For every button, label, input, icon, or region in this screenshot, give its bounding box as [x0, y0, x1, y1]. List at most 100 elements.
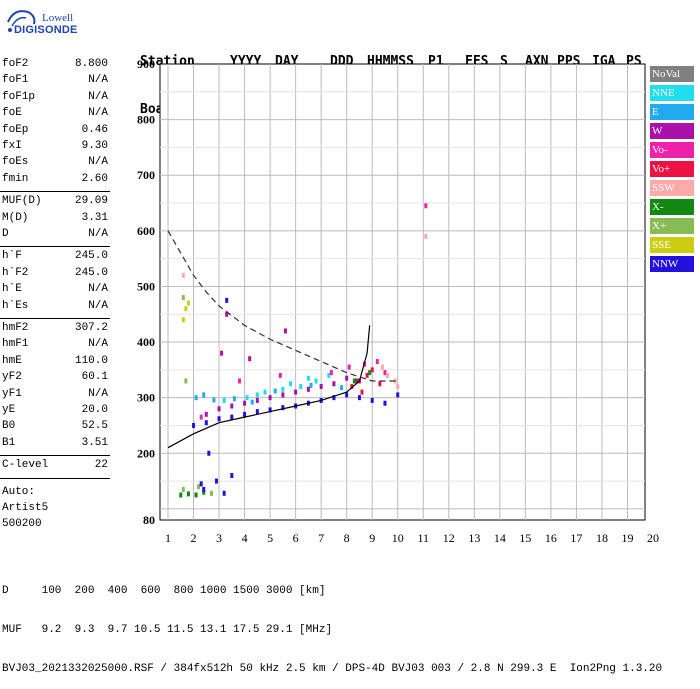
digisonde-logo: Lowell DIGISONDE [2, 2, 82, 40]
data-point [255, 409, 259, 415]
data-point [357, 395, 361, 401]
param-value: 307.2 [74, 322, 108, 334]
param-label: hmF1 [2, 338, 29, 351]
param-value: 8.800 [74, 58, 108, 70]
param-label: MUF(D) [2, 195, 42, 208]
data-point [294, 389, 298, 395]
param-value: N/A [88, 299, 108, 312]
data-point [202, 392, 206, 398]
param-value: 2.60 [81, 172, 108, 185]
param-value: N/A [88, 90, 108, 103]
data-point [365, 372, 369, 378]
data-point [243, 411, 247, 417]
legend-item: X- [650, 199, 694, 215]
x-tick-label: 11 [417, 531, 429, 545]
data-point [207, 450, 211, 456]
data-point [345, 375, 349, 381]
data-point [368, 370, 372, 376]
data-point [345, 392, 349, 398]
data-point [202, 486, 206, 492]
param-separator [0, 246, 110, 248]
data-point [179, 492, 183, 498]
param-row: foEs N/A [2, 156, 108, 172]
data-point [255, 392, 259, 398]
param-value: N/A [88, 107, 108, 120]
data-point [314, 378, 318, 384]
data-point [184, 306, 188, 312]
param-label: foF1 [2, 74, 29, 87]
data-point [327, 372, 331, 378]
x-tick-label: 2 [191, 531, 197, 545]
param-value: 3.31 [81, 211, 108, 224]
data-point [281, 405, 285, 411]
data-point [194, 492, 198, 498]
data-point [383, 400, 387, 406]
data-point [278, 372, 282, 378]
param-label: hmF2 [2, 322, 29, 334]
param-label: foE [2, 107, 22, 120]
data-point [202, 489, 206, 495]
data-point [332, 395, 336, 401]
data-point [309, 382, 313, 388]
data-point [360, 389, 364, 395]
param-row: M(D) 3.31 [2, 212, 108, 228]
param-row: MUF(D) 29.09 [2, 195, 108, 211]
data-point [225, 297, 229, 303]
muf-curve [167, 230, 398, 382]
data-point [329, 370, 333, 376]
param-value: 60.1 [81, 371, 108, 384]
param-row: hmF1 N/A [2, 338, 108, 354]
param-row: foF1 N/A [2, 74, 108, 90]
footer-file-info: BVJ03_2021332025000.RSF / 384fx512h 50 k… [2, 663, 663, 675]
param-label: yF2 [2, 371, 22, 384]
data-point [230, 414, 234, 420]
param-separator [0, 477, 110, 479]
param-value: 22 [94, 459, 108, 472]
data-point [268, 407, 272, 413]
autoscaling-info: Auto: Artist5 500200 [2, 484, 48, 532]
data-point [217, 406, 221, 412]
y-tick-label: 200 [137, 446, 155, 460]
param-label: foEp [2, 123, 29, 136]
logo-product: DIGISONDE [14, 24, 78, 36]
param-label: C-level [2, 459, 49, 472]
x-tick-label: 9 [369, 531, 375, 545]
data-point [396, 392, 400, 398]
x-tick-label: 4 [242, 531, 248, 545]
x-tick-label: 1 [165, 531, 171, 545]
x-tick-label: 13 [468, 531, 480, 545]
data-point [230, 473, 234, 479]
data-point [232, 396, 236, 402]
data-point [380, 364, 384, 370]
auto-artist: Artist5 [2, 502, 49, 514]
param-row: C-level 22 [2, 459, 108, 475]
param-value: 52.5 [81, 420, 108, 433]
x-tick-label: 10 [392, 531, 404, 545]
param-label: yE [2, 404, 16, 416]
y-tick-label: 700 [137, 168, 155, 182]
data-point [204, 411, 208, 417]
param-separator [0, 318, 110, 319]
param-value: N/A [88, 156, 108, 169]
header-label-7: S [500, 54, 508, 69]
param-separator [0, 455, 110, 457]
data-point [306, 375, 310, 381]
data-point [209, 490, 213, 496]
data-point [220, 350, 224, 356]
param-separator [0, 191, 110, 193]
data-point [396, 384, 400, 390]
legend-item: W [650, 123, 694, 139]
param-row: fxI 9.30 [2, 140, 108, 156]
ionogram-chart: 1 2 3 4 5 6 7 8 9 10 11 12 13 14 15 16 17 18 19 20802003004… [137, 57, 659, 545]
y-tick-label: 600 [137, 224, 155, 238]
param-value: 20.0 [81, 404, 108, 416]
logo-swirl-icon [7, 10, 36, 32]
data-point [378, 381, 382, 387]
param-value: 245.0 [74, 266, 108, 279]
plot-frame [159, 63, 646, 521]
data-point [243, 400, 247, 406]
legend-item: E [650, 104, 694, 120]
param-label: foF2 [2, 58, 29, 70]
footer-muf-row: MUF 9.2 9.3 9.7 10.5 11.5 13.1 17.5 29.1… [2, 624, 333, 636]
param-value: N/A [88, 74, 108, 87]
